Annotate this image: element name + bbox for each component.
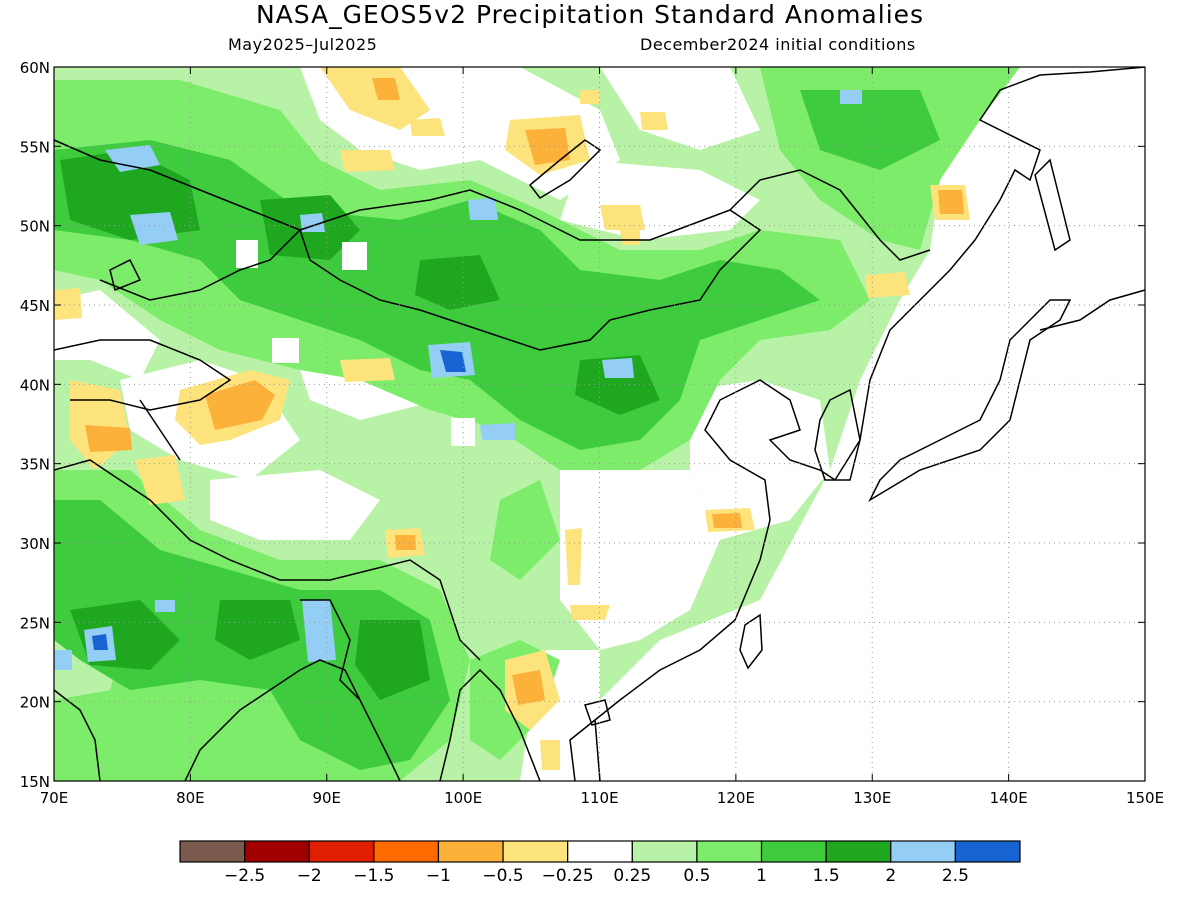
x-tick-label: 120E	[717, 789, 755, 807]
x-tick-label: 130E	[853, 789, 891, 807]
map-title: NASA_GEOS5v2 Precipitation Standard Anom…	[255, 0, 925, 29]
y-tick-label: 60N	[20, 59, 50, 77]
y-tick-label: 50N	[20, 218, 50, 236]
x-tick-label: 150E	[1126, 789, 1164, 807]
anomaly-field	[54, 67, 1145, 781]
y-tick-label: 55N	[20, 138, 50, 156]
initial-conditions: December2024 initial conditions	[640, 35, 916, 54]
y-tick-label: 15N	[20, 773, 50, 791]
y-tick-label: 40N	[20, 376, 50, 394]
colorbar-label: 2.5	[942, 866, 969, 886]
coastlines-and-borders	[54, 67, 1145, 781]
x-tick-label: 90E	[312, 789, 341, 807]
colorbar-label: 1.5	[813, 866, 840, 886]
colorbar-swatch	[760, 840, 827, 863]
colorbar-label: −0.5	[482, 866, 523, 886]
x-tick-label: 80E	[176, 789, 205, 807]
colorbar-label: 0.25	[613, 866, 651, 886]
colorbar-swatch	[954, 840, 1021, 863]
colorbar-swatch	[179, 840, 246, 863]
x-tick-label: 140E	[990, 789, 1028, 807]
colorbar-swatch	[890, 840, 956, 863]
colorbar-swatch	[437, 840, 504, 863]
colorbar-label: 0.5	[683, 866, 710, 886]
axis-labels: 70E 80E 90E 100E 110E 120E 130E 140E 150E 15N 20N 2…	[20, 59, 1164, 807]
colorbar-swatch	[631, 840, 698, 863]
colorbar-label: 2	[885, 866, 896, 886]
colorbar-label: 1	[756, 866, 767, 886]
colorbar-labels: −2.5 −2 −1.5 −1 −0.5 −0.25 0.25 0.5 1 1.5 2 2.5	[224, 866, 969, 886]
axis-ticks	[53, 66, 1146, 782]
colorbar-label: −2	[297, 866, 322, 886]
y-tick-label: 20N	[20, 694, 50, 712]
colorbar-swatch	[567, 840, 633, 863]
colorbar-swatch	[825, 840, 892, 863]
y-tick-label: 30N	[20, 535, 50, 553]
colorbar-label: −1.5	[353, 866, 394, 886]
colorbar-swatch	[502, 840, 569, 863]
colorbar-swatch	[373, 840, 440, 863]
colorbar-label: −1	[426, 866, 451, 886]
x-tick-label: 100E	[444, 789, 482, 807]
x-tick-label: 70E	[40, 789, 69, 807]
x-tick-label: 110E	[580, 789, 618, 807]
colorbar-swatch	[308, 840, 375, 863]
y-tick-label: 45N	[20, 297, 50, 315]
y-tick-label: 35N	[20, 456, 50, 474]
colorbar-swatch	[244, 840, 310, 863]
colorbar-swatch	[696, 840, 763, 863]
y-tick-label: 25N	[20, 614, 50, 632]
forecast-period: May2025–Jul2025	[228, 35, 378, 54]
colorbar	[179, 840, 1021, 863]
colorbar-label: −0.25	[542, 866, 594, 886]
colorbar-label: −2.5	[224, 866, 265, 886]
map-gridlines	[54, 67, 1145, 781]
